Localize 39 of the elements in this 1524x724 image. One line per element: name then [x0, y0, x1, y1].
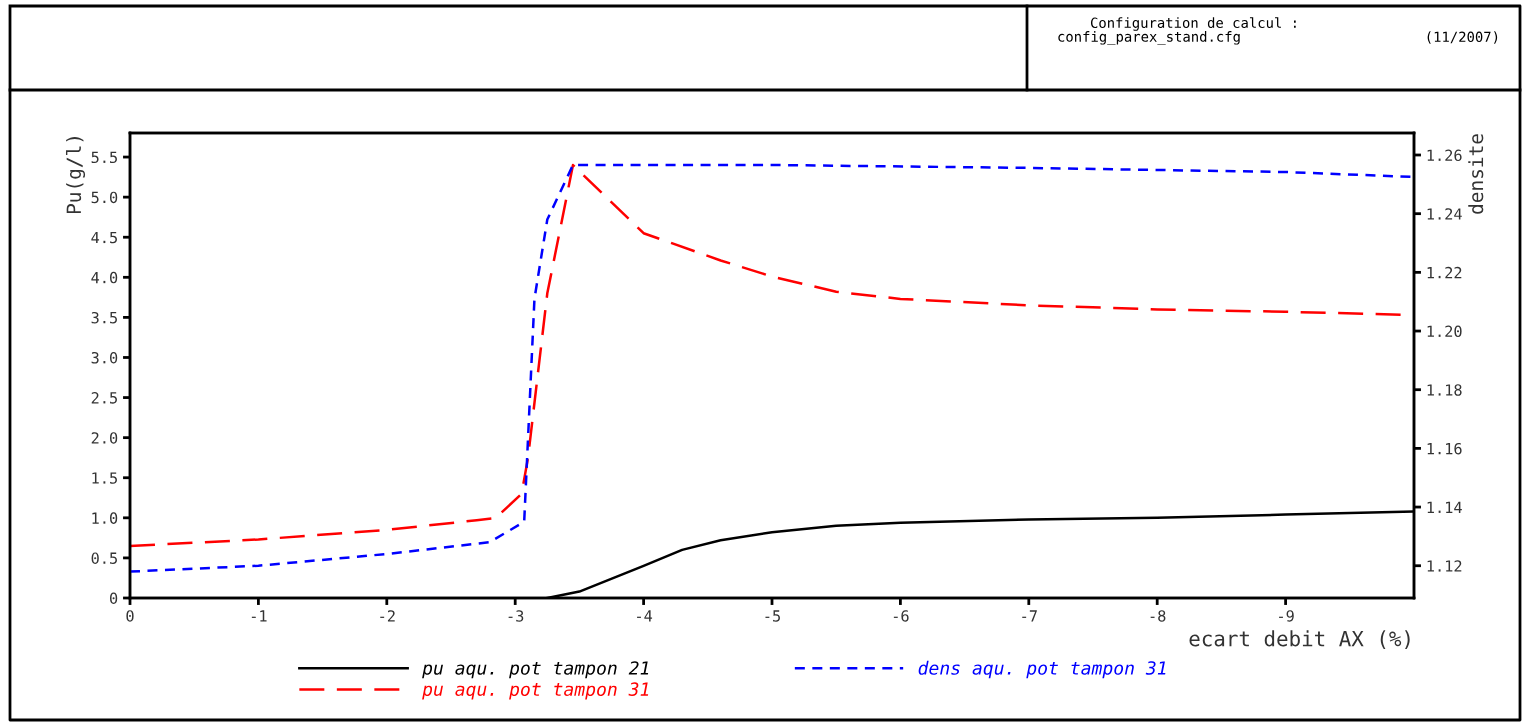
y2-tick-label: 1.22 — [1427, 266, 1462, 279]
y-tick-label: 2.0 — [91, 432, 118, 444]
y-tick-label: 2.5 — [91, 392, 117, 404]
y-tick-label: 0.5 — [91, 552, 117, 564]
y-tick-label: 0 — [109, 592, 118, 605]
x-tick-label: -1 — [251, 610, 267, 622]
text: Configuration de calcul : — [1090, 17, 1296, 31]
y-tick-label: 4.5 — [91, 231, 117, 244]
y2-tick-label: 1.16 — [1427, 442, 1462, 455]
y2-tick-label: 1.14 — [1427, 501, 1462, 513]
x-tick-label: -4 — [637, 610, 653, 622]
y2-axis-title: densite — [1468, 134, 1484, 214]
y2-tick-label: 1.24 — [1427, 208, 1462, 220]
y2-tick-label: 1.18 — [1427, 384, 1462, 396]
y-tick-label: 3.5 — [91, 311, 117, 324]
y2-tick-label: 1.12 — [1427, 560, 1462, 572]
y2-tick-label: 1.26 — [1427, 149, 1462, 162]
y-tick-label: 5.5 — [91, 151, 117, 164]
y-axis-title: Pu(g/l) — [65, 137, 86, 214]
x-tick-label: -7 — [1022, 610, 1037, 622]
x-tick-label: -9 — [1279, 610, 1294, 622]
y-tick-label: 4.0 — [91, 271, 118, 284]
y-tick-label: 5.0 — [91, 191, 118, 204]
text: pu aqu. pot tampon 21 — [422, 661, 649, 679]
text: config_parex_stand.cfg — [1058, 31, 1240, 45]
y2-tick-label: 1.20 — [1427, 325, 1462, 338]
x-axis-title: ecart debit AX (%) — [1189, 630, 1410, 649]
x-tick-label: -8 — [1150, 610, 1166, 622]
text: pu aqu. pot tampon 31 — [422, 682, 649, 700]
y-tick-label: 1.0 — [92, 512, 118, 524]
x-tick-label: -2 — [380, 610, 395, 622]
x-tick-label: -6 — [893, 610, 909, 622]
text: dens aqu. pot tampon 31 — [918, 660, 1166, 679]
x-tick-label: 0 — [126, 610, 134, 622]
x-tick-label: -5 — [765, 610, 780, 622]
y-tick-label: 1.5 — [92, 472, 117, 484]
x-tick-label: -3 — [508, 610, 524, 622]
text: (11/2007) — [1427, 31, 1498, 44]
y-tick-label: 3.0 — [91, 351, 118, 364]
